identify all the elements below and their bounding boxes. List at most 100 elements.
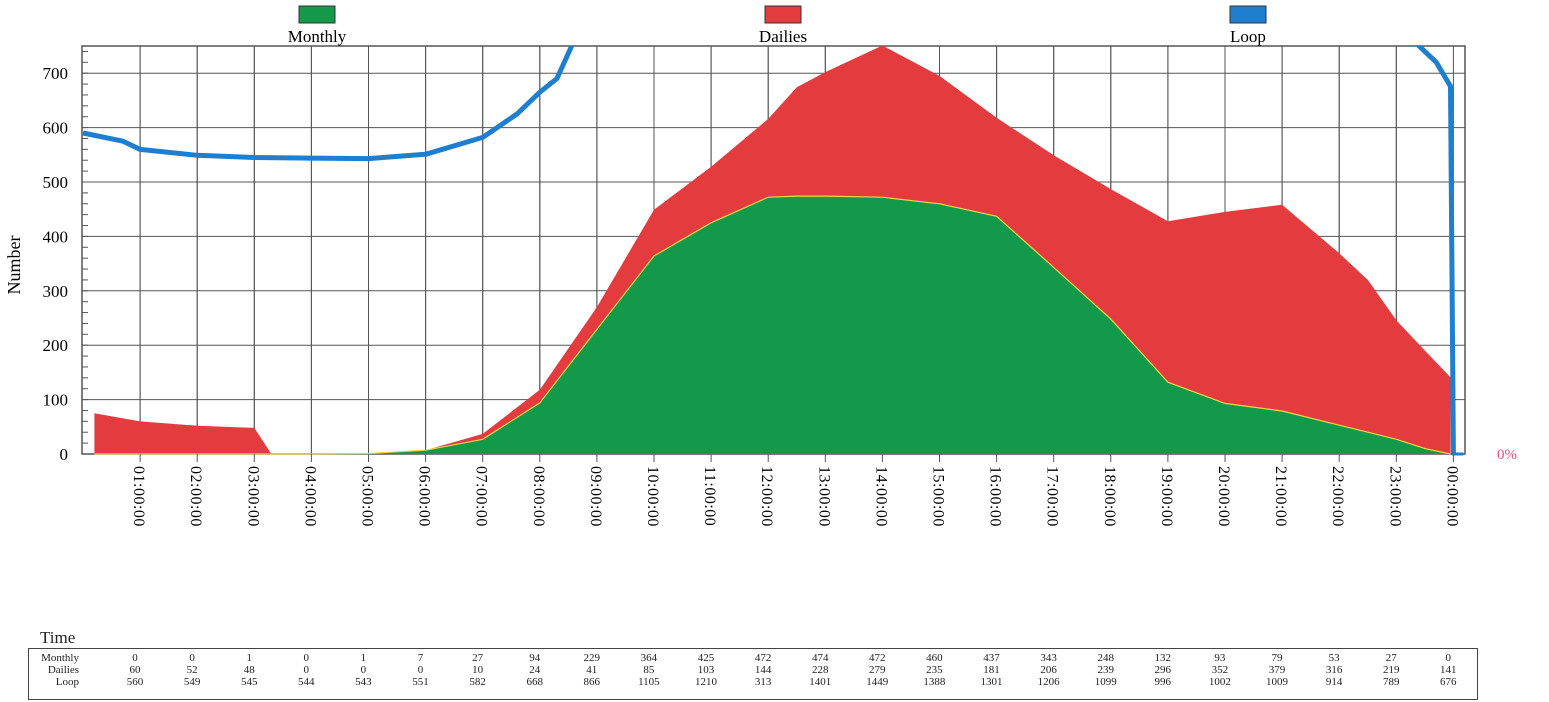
table-cell: 141 [1440,664,1457,676]
table-cell: 316 [1325,664,1343,676]
table-cell: 0 [189,652,195,664]
y-tick-label: 200 [43,336,69,355]
table-cell: 474 [811,652,829,664]
table-cell: 0 [303,652,310,664]
table-cell: 48 [243,664,255,676]
x-tick-label: 08:00:00 [530,466,547,527]
legend: Monthly Dailies Loop [288,5,1267,46]
table-cell: 93 [1214,652,1226,664]
table-cell: 866 [583,676,601,688]
series-loop-line [82,46,575,162]
table-cell: 1 [360,652,367,664]
x-tick-label: 01:00:00 [130,466,147,527]
table-cell: 996 [1154,676,1172,688]
x-tick-label: 11:00:00 [701,466,718,526]
table-cell: 279 [869,664,886,676]
x-tick-label: 10:00:00 [644,466,661,527]
legend-swatch-dailies [764,5,802,24]
table-cell: 0 [417,664,424,676]
percent-label: 0% [1497,447,1517,463]
table-cell: 85 [643,664,655,676]
y-tick-label: 100 [43,391,69,410]
table-cell: 10 [472,664,484,676]
x-tick-label: 04:00:00 [301,466,318,527]
table-cell: 1099 [1094,676,1117,688]
table-cell: 0 [132,652,138,664]
x-tick-label: 05:00:00 [359,466,376,527]
x-tick-label: 00:00:00 [1443,466,1460,527]
axes: 0 100 200 300 400 500 600 700 01:00:00 02:00:00 03… [43,50,1460,527]
table-cell: 1401 [809,676,832,688]
table-cell: 132 [1154,652,1172,664]
table-cell: 789 [1382,676,1400,688]
x-tick-label: 12:00:00 [758,466,775,527]
x-tick-label: 06:00:00 [416,466,433,527]
table-cell: 0 [1445,652,1452,664]
table-cell: 379 [1268,664,1286,676]
y-axis-label: Number [4,236,24,295]
y-tick-label: 600 [43,119,69,138]
table-cell: 0 [360,664,367,676]
x-tick-label: 07:00:00 [473,466,490,527]
x-tick-label: 20:00:00 [1215,466,1232,527]
x-tick-label: 21:00:00 [1272,466,1289,527]
legend-swatch-monthly [298,5,336,24]
x-tick-label: 02:00:00 [187,466,204,527]
x-tick-label: 18:00:00 [1101,466,1118,527]
y-tick-label: 700 [43,64,69,83]
table-cell: 1210 [695,676,717,688]
table-cell: 543 [355,676,372,688]
table-cell: 103 [697,664,715,676]
x-tick-label: 03:00:00 [244,466,261,527]
table-cell: 235 [926,664,943,676]
x-tick-label: 16:00:00 [987,466,1004,527]
table-cell: 549 [183,676,201,688]
table-cell: 545 [240,676,258,688]
table-cell: 239 [1097,664,1114,676]
table-cell: 560 [126,676,144,688]
table-cell: 676 [1440,676,1457,688]
area-chart: 0 100 200 300 400 500 600 700 01:00:00 02:00:00 03… [4,5,1517,527]
table-cell: 41 [586,664,598,676]
table-cell: 551 [412,676,429,688]
table-cell: 228 [811,664,829,676]
table-row-label: Dailies [47,664,79,676]
table-cell: 460 [926,652,943,664]
legend-label-monthly: Monthly [288,27,347,46]
y-tick-label: 500 [43,173,69,192]
x-tick-label: 19:00:00 [1158,466,1175,527]
x-tick-label: 17:00:00 [1044,466,1061,527]
table-cell: 229 [583,652,601,664]
table-cell: 582 [469,676,486,688]
y-tick-label: 400 [43,227,69,246]
table-cell: 79 [1271,652,1283,664]
data-table: Monthly 0 0 1 0 1 7 27 94 229 364 425 472 474 472 460 43… [28,648,1478,700]
series-monthly-area [94,196,1451,454]
y-tick-label: 300 [43,282,69,301]
table-cell: 181 [983,664,1000,676]
x-tick-label: 14:00:00 [872,466,889,527]
y-tick-label: 0 [60,445,69,464]
x-tick-label: 13:00:00 [815,466,832,527]
x-tick-label: 09:00:00 [587,466,604,527]
table-cell: 219 [1382,664,1400,676]
table-cell: 668 [526,676,543,688]
table-cell: 313 [754,676,772,688]
table-cell: 296 [1154,664,1172,676]
legend-label-dailies: Dailies [759,27,807,46]
table-cell: 1388 [923,676,946,688]
table-cell: 0 [303,664,310,676]
legend-swatch-loop [1229,5,1267,24]
table-cell: 27 [472,652,484,664]
table-cell: 27 [1385,652,1397,664]
table-cell: 914 [1325,676,1343,688]
table-cell: 425 [697,652,715,664]
table-cell: 437 [983,652,1000,664]
x-tick-label: 23:00:00 [1386,466,1403,527]
table-cell: 472 [869,652,886,664]
x-tick-label: 15:00:00 [930,466,947,527]
table-cell: 248 [1097,652,1114,664]
x-tick-label: 22:00:00 [1329,466,1346,527]
table-row-label: Loop [55,676,79,688]
table-cell: 1 [246,652,252,664]
